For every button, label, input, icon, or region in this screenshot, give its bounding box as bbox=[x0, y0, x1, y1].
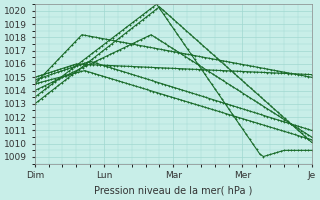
X-axis label: Pression niveau de la mer( hPa ): Pression niveau de la mer( hPa ) bbox=[94, 186, 252, 196]
